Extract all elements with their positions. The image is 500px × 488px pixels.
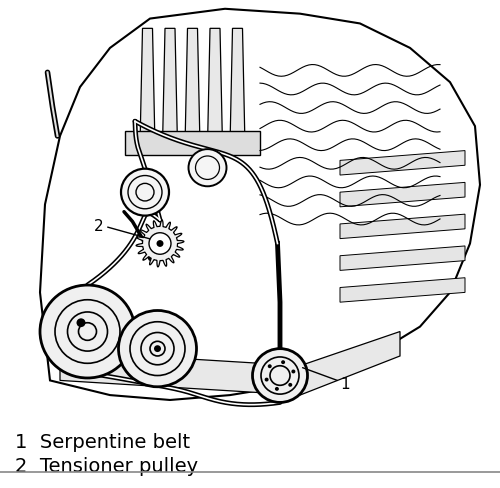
Circle shape	[275, 387, 279, 391]
Polygon shape	[340, 278, 465, 303]
Circle shape	[154, 346, 161, 352]
Text: 2: 2	[94, 219, 104, 233]
Polygon shape	[140, 29, 155, 146]
Polygon shape	[40, 10, 480, 400]
Polygon shape	[162, 29, 178, 146]
Circle shape	[281, 361, 285, 365]
Circle shape	[264, 378, 268, 382]
Circle shape	[156, 241, 164, 247]
Circle shape	[149, 233, 171, 255]
Polygon shape	[208, 29, 222, 146]
Circle shape	[268, 365, 272, 368]
Circle shape	[188, 150, 226, 187]
Text: 1  Serpentine belt: 1 Serpentine belt	[15, 432, 190, 451]
Polygon shape	[136, 221, 184, 267]
Circle shape	[288, 383, 292, 387]
Circle shape	[292, 370, 296, 374]
Polygon shape	[60, 332, 400, 395]
Text: 2  Tensioner pulley: 2 Tensioner pulley	[15, 456, 198, 475]
Polygon shape	[125, 132, 260, 156]
Polygon shape	[230, 29, 245, 146]
Circle shape	[118, 311, 196, 387]
Polygon shape	[340, 246, 465, 271]
Text: 1: 1	[340, 377, 350, 391]
Circle shape	[76, 319, 86, 327]
Circle shape	[40, 285, 135, 378]
Circle shape	[121, 169, 169, 216]
Polygon shape	[340, 215, 465, 239]
Polygon shape	[185, 29, 200, 146]
Polygon shape	[340, 151, 465, 176]
Circle shape	[252, 349, 308, 403]
Polygon shape	[340, 183, 465, 207]
